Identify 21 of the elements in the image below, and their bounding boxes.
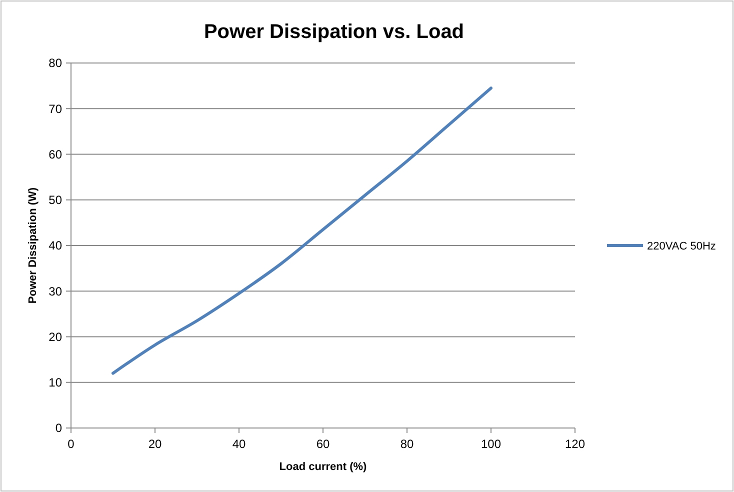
chart-title: Power Dissipation vs. Load [204, 21, 464, 43]
y-tick-label: 10 [48, 376, 62, 390]
x-tick-label: 40 [232, 437, 246, 451]
x-tick-label: 100 [480, 437, 502, 451]
y-tick-label: 20 [48, 330, 62, 344]
y-tick-label: 50 [48, 193, 62, 208]
x-tick-label: 80 [400, 437, 414, 451]
y-tick-label: 40 [48, 238, 62, 253]
line-series [112, 86, 492, 375]
y-axis-title: Power Dissipation (W) [27, 187, 39, 304]
x-tick-label: 60 [316, 437, 330, 451]
y-tick-label: 0 [55, 421, 62, 436]
x-tick-label: 20 [148, 437, 162, 451]
x-tick-label: 0 [68, 437, 75, 451]
legend-label: 220VAC 50Hz [647, 240, 716, 252]
x-axis-title: Load current (%) [279, 461, 368, 473]
y-tick-label: 30 [48, 284, 62, 298]
y-tick-label: 60 [48, 147, 62, 162]
y-tick-label: 70 [48, 102, 62, 116]
x-tick-label: 120 [564, 437, 586, 451]
y-tick-label: 80 [48, 56, 62, 70]
